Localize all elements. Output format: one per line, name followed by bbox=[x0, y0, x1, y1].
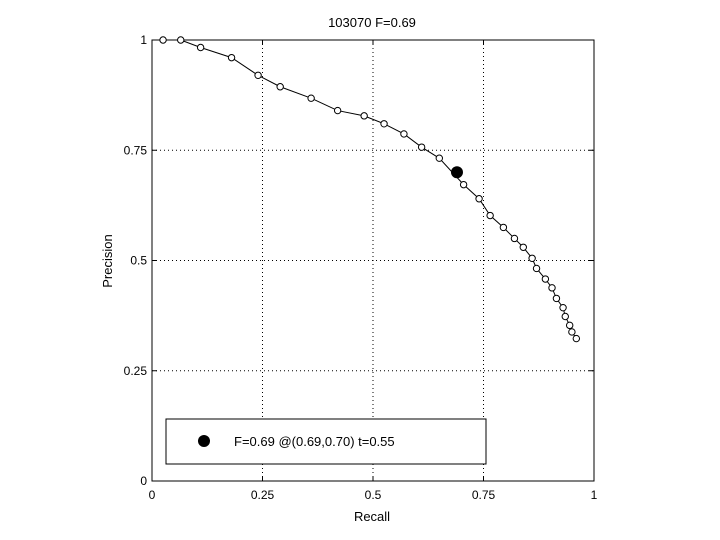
data-point bbox=[254, 71, 262, 79]
y-tick-label: 0 bbox=[140, 474, 147, 488]
data-point bbox=[333, 106, 342, 115]
y-tick-label: 0.25 bbox=[124, 364, 148, 378]
y-axis-label: Precision bbox=[100, 234, 115, 287]
data-point bbox=[568, 328, 576, 336]
data-point bbox=[276, 83, 284, 91]
data-point bbox=[559, 303, 567, 312]
data-point bbox=[528, 254, 536, 262]
data-point bbox=[459, 180, 468, 189]
data-point bbox=[510, 234, 519, 243]
data-point bbox=[572, 334, 581, 343]
data-point bbox=[519, 243, 527, 251]
data-point bbox=[307, 94, 315, 102]
x-axis-label: Recall bbox=[354, 509, 390, 524]
data-point bbox=[486, 211, 494, 220]
data-point bbox=[548, 284, 556, 292]
data-point bbox=[360, 112, 368, 120]
data-point bbox=[196, 43, 205, 52]
data-point bbox=[541, 275, 550, 283]
x-tick-label: 0.25 bbox=[251, 488, 275, 502]
data-point bbox=[565, 321, 574, 330]
x-tick-label: 0 bbox=[149, 488, 156, 502]
data-point bbox=[417, 143, 426, 151]
series-layer bbox=[159, 36, 581, 343]
grid-lines bbox=[152, 40, 594, 481]
data-point bbox=[177, 36, 185, 44]
y-tick-label: 0.5 bbox=[130, 254, 147, 268]
data-point bbox=[475, 195, 483, 203]
data-point bbox=[380, 120, 388, 128]
y-tick-label: 0.75 bbox=[124, 143, 148, 157]
x-tick-label: 0.75 bbox=[472, 488, 496, 502]
data-point bbox=[561, 312, 569, 321]
data-point bbox=[532, 264, 541, 273]
f-score-point bbox=[450, 166, 463, 179]
legend-label: F=0.69 @(0.69,0.70) t=0.55 bbox=[234, 434, 395, 449]
data-point bbox=[435, 154, 443, 162]
data-point bbox=[552, 294, 561, 303]
data-point bbox=[400, 130, 408, 138]
x-tick-label: 0.5 bbox=[365, 488, 382, 502]
legend-box bbox=[165, 418, 487, 465]
data-point bbox=[159, 36, 167, 44]
chart-title: 103070 F=0.69 bbox=[328, 15, 416, 30]
legend: F=0.69 @(0.69,0.70) t=0.55 bbox=[165, 418, 487, 465]
data-point bbox=[227, 53, 236, 62]
legend-marker bbox=[198, 435, 210, 447]
x-tick-label: 1 bbox=[591, 488, 598, 502]
series-line bbox=[163, 39, 577, 339]
axis-ticks: 0 0.25 0.5 0.75 1 0 0.25 0.5 0.75 1 bbox=[124, 33, 598, 502]
data-point bbox=[499, 223, 508, 232]
y-tick-label: 1 bbox=[140, 33, 147, 47]
